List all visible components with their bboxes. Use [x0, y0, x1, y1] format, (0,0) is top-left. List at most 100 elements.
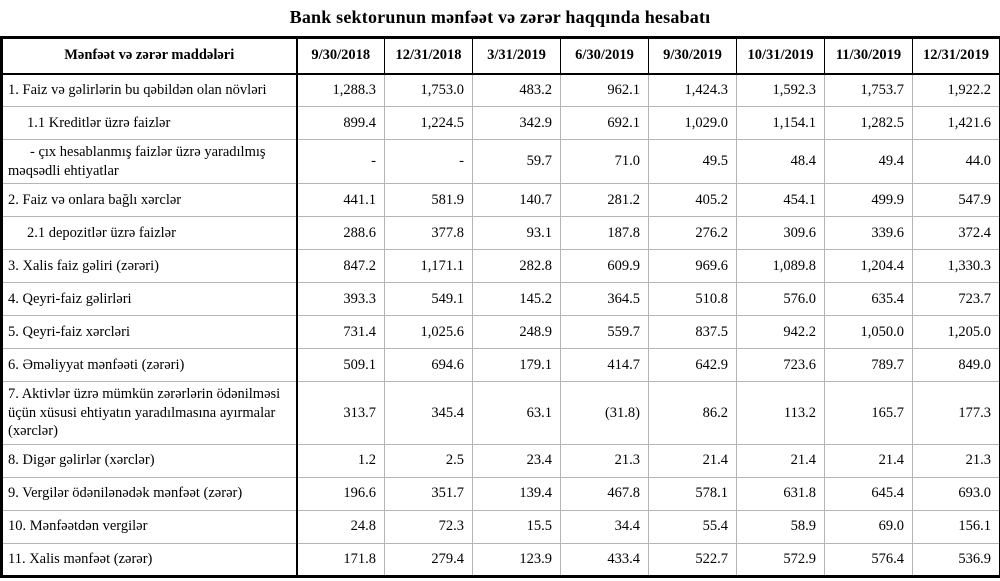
cell-value: 187.8 — [560, 216, 649, 251]
cell-value: 635.4 — [824, 282, 913, 317]
header-date-column: 3/31/2019 — [472, 37, 561, 75]
cell-value: 364.5 — [560, 282, 649, 317]
cell-value: 576.0 — [736, 282, 825, 317]
cell-value: 1,171.1 — [384, 249, 473, 284]
row-label: 11. Xalis mənfəət (zərər) — [1, 542, 298, 578]
cell-value: 288.6 — [296, 216, 385, 251]
cell-value: 581.9 — [384, 183, 473, 218]
cell-value: 499.9 — [824, 183, 913, 218]
cell-value: 1,204.4 — [824, 249, 913, 284]
table-body: 1. Faiz və gəlirlərin bu qəbildən olan n… — [1, 73, 1000, 578]
cell-value: 1,282.5 — [824, 106, 913, 140]
header-row: Mənfəət və zərər maddələri 9/30/2018 12/31… — [1, 37, 1000, 75]
cell-value: 165.7 — [824, 381, 913, 445]
table-row: 5. Qeyri-faiz xərcləri 731.4 1,025.6 248.9 5… — [1, 315, 1000, 350]
cell-value: 642.9 — [648, 348, 737, 383]
cell-value: 145.2 — [472, 282, 561, 317]
cell-value: 441.1 — [296, 183, 385, 218]
cell-value: 24.8 — [296, 509, 385, 544]
cell-value: 1,753.7 — [824, 73, 913, 107]
table-head: Mənfəət və zərər maddələri 9/30/2018 12/31… — [1, 37, 1000, 75]
cell-value: 49.5 — [648, 138, 737, 185]
cell-value: 377.8 — [384, 216, 473, 251]
cell-value: 93.1 — [472, 216, 561, 251]
cell-value: 1,050.0 — [824, 315, 913, 350]
cell-value: 899.4 — [296, 106, 385, 140]
cell-value: 15.5 — [472, 509, 561, 544]
header-date-column: 9/30/2019 — [648, 37, 737, 75]
cell-value: 536.9 — [912, 542, 1000, 578]
cell-value: 1,424.3 — [648, 73, 737, 107]
cell-value: 21.4 — [736, 443, 825, 478]
cell-value: 71.0 — [560, 138, 649, 185]
cell-value: 1,029.0 — [648, 106, 737, 140]
cell-value: 281.2 — [560, 183, 649, 218]
table-row: 7. Aktivlər üzrə mümkün zərərlərin ödəni… — [1, 381, 1000, 445]
cell-value: 1,922.2 — [912, 73, 1000, 107]
cell-value: 140.7 — [472, 183, 561, 218]
cell-value: 1,288.3 — [296, 73, 385, 107]
cell-value: 572.9 — [736, 542, 825, 578]
row-label: 3. Xalis faiz gəliri (zərəri) — [1, 249, 298, 284]
row-label: 4. Qeyri-faiz gəlirləri — [1, 282, 298, 317]
row-label: 5. Qeyri-faiz xərcləri — [1, 315, 298, 350]
cell-value: 578.1 — [648, 476, 737, 511]
cell-value: 139.4 — [472, 476, 561, 511]
cell-value: 49.4 — [824, 138, 913, 185]
table-row: 2. Faiz və onlara bağlı xərclər 441.1 581.… — [1, 183, 1000, 218]
cell-value: 849.0 — [912, 348, 1000, 383]
cell-value: (31.8) — [560, 381, 649, 445]
table-row: 1.1 Kreditlər üzrə faizlər 899.4 1,224.5 34… — [1, 106, 1000, 140]
row-label: 9. Vergilər ödənilənədək mənfəət (zərər) — [1, 476, 298, 511]
row-label: - çıx hesablanmış faizlər üzrə yaradılmı… — [1, 138, 298, 185]
cell-value: 789.7 — [824, 348, 913, 383]
cell-value: 69.0 — [824, 509, 913, 544]
header-date-column: 12/31/2018 — [384, 37, 473, 75]
cell-value: 454.1 — [736, 183, 825, 218]
cell-value: 309.6 — [736, 216, 825, 251]
cell-value: 393.3 — [296, 282, 385, 317]
table-row: 3. Xalis faiz gəliri (zərəri) 847.2 1,171.… — [1, 249, 1000, 284]
cell-value: 962.1 — [560, 73, 649, 107]
cell-value: 59.7 — [472, 138, 561, 185]
cell-value: 1,421.6 — [912, 106, 1000, 140]
cell-value: 313.7 — [296, 381, 385, 445]
cell-value: 969.6 — [648, 249, 737, 284]
cell-value: 522.7 — [648, 542, 737, 578]
header-items-column: Mənfəət və zərər maddələri — [1, 37, 298, 75]
cell-value: 414.7 — [560, 348, 649, 383]
table-row: 6. Əməliyyat mənfəəti (zərəri) 509.1 694.6… — [1, 348, 1000, 383]
header-date-column: 12/31/2019 — [912, 37, 1000, 75]
cell-value: 21.4 — [824, 443, 913, 478]
row-label: 6. Əməliyyat mənfəəti (zərəri) — [1, 348, 298, 383]
cell-value: 483.2 — [472, 73, 561, 107]
cell-value: 645.4 — [824, 476, 913, 511]
cell-value: 694.6 — [384, 348, 473, 383]
cell-value: 23.4 — [472, 443, 561, 478]
cell-value: 1,205.0 — [912, 315, 1000, 350]
table-row: 2.1 depozitlər üzrə faizlər 288.6 377.8 93.… — [1, 216, 1000, 251]
row-label: 8. Digər gəlirlər (xərclər) — [1, 443, 298, 478]
profit-loss-table: Mənfəət və zərər maddələri 9/30/2018 12/31… — [0, 36, 1000, 578]
row-label: 10. Mənfəətdən vergilər — [1, 509, 298, 544]
cell-value: 467.8 — [560, 476, 649, 511]
table-row: 8. Digər gəlirlər (xərclər) 1.2 2.5 23.4 21.… — [1, 443, 1000, 478]
cell-value: 351.7 — [384, 476, 473, 511]
table-row: 11. Xalis mənfəət (zərər) 171.8 279.4 123.9… — [1, 542, 1000, 578]
cell-value: 631.8 — [736, 476, 825, 511]
cell-value: 171.8 — [296, 542, 385, 578]
row-label: 2.1 depozitlər üzrə faizlər — [1, 216, 298, 251]
cell-value: 576.4 — [824, 542, 913, 578]
cell-value: 177.3 — [912, 381, 1000, 445]
cell-value: 86.2 — [648, 381, 737, 445]
cell-value: 21.3 — [560, 443, 649, 478]
cell-value: 58.9 — [736, 509, 825, 544]
cell-value: 72.3 — [384, 509, 473, 544]
cell-value: 196.6 — [296, 476, 385, 511]
cell-value: 1,025.6 — [384, 315, 473, 350]
cell-value: - — [296, 138, 385, 185]
cell-value: 113.2 — [736, 381, 825, 445]
cell-value: 276.2 — [648, 216, 737, 251]
cell-value: 847.2 — [296, 249, 385, 284]
